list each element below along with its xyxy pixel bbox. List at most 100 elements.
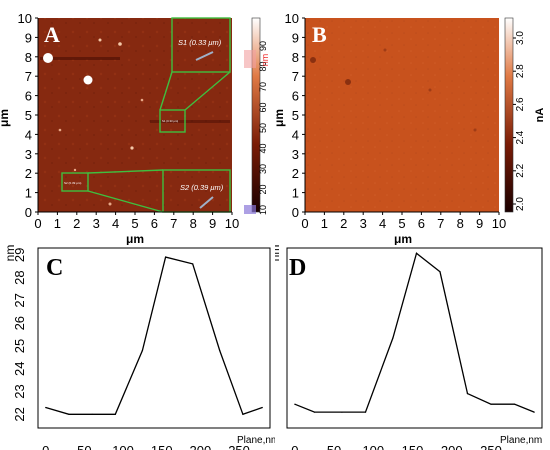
x-tick-label: 150	[402, 443, 424, 450]
panel-letter-d: D	[289, 255, 306, 281]
profile-line-c	[45, 256, 263, 416]
colorbar-tick-label: 40	[258, 143, 268, 153]
y-axis-label: μm	[275, 109, 286, 127]
colorbar-tick-label: 2.0	[515, 197, 526, 211]
section-label-s2-small: S2 (0.39 μm)	[64, 181, 81, 185]
section-label-s1-small: S1 (0.33 μm)	[162, 119, 178, 123]
x-unit-c: Plane,nm	[237, 435, 275, 446]
particle	[108, 202, 112, 206]
x-tick-label: 3	[360, 216, 367, 231]
y-tick-label: 24	[12, 362, 27, 376]
x-tick-label: 200	[190, 443, 212, 450]
y-tick-label: 8	[25, 50, 32, 65]
y-tick-label: 25	[275, 370, 276, 384]
x-tick-label: 250	[480, 443, 502, 450]
x-tick-label: 8	[457, 216, 464, 231]
x-tick-label: 200	[441, 443, 463, 450]
data-point	[392, 337, 394, 339]
x-tick-label: 10	[225, 216, 239, 231]
y-tick-label: 4	[292, 127, 299, 142]
y-tick-label: 0	[292, 205, 299, 220]
y-tick-label: 10	[285, 11, 299, 26]
particle	[130, 146, 134, 150]
data-point	[439, 271, 441, 273]
colorbar-tick-label: 2.6	[515, 97, 526, 111]
x-tick-label: 2	[340, 216, 347, 231]
particle	[345, 79, 351, 85]
colorbar-label-b: nA	[534, 108, 546, 123]
section-label-s1: S1 (0.33 μm)	[178, 38, 222, 47]
y-tick-label: 6	[25, 89, 32, 104]
x-tick-label: 7	[437, 216, 444, 231]
x-axis-label: μm	[394, 232, 412, 245]
colorbar-b	[504, 17, 514, 213]
y-tick-label: 23	[12, 384, 27, 398]
x-ticks: 0 1 2 3 4 5 6 7 8 9 10	[301, 212, 506, 231]
colorbar-tick-label: 30	[258, 164, 268, 174]
colorbar-ticks: 90 80 70 60 50 40 30 20 10	[258, 41, 268, 215]
plot-frame-d	[286, 247, 543, 429]
y-unit-c: nm	[3, 245, 17, 261]
data-point	[91, 413, 93, 415]
data-point	[165, 256, 167, 258]
y-tick-label: 27	[275, 318, 276, 332]
data-point	[313, 411, 316, 413]
x-tick-label: 0	[42, 443, 49, 450]
y-tick-label: 26	[275, 344, 276, 358]
particle	[118, 42, 122, 46]
x-tick-label: 250	[228, 443, 250, 450]
x-tick-label: 6	[418, 216, 425, 231]
particle	[383, 48, 387, 52]
y-tick-label: 28	[12, 270, 27, 284]
x-tick-label: 150	[151, 443, 173, 450]
data-point	[219, 349, 221, 352]
x-tick-label: 3	[93, 216, 100, 231]
y-tick-label: 28	[275, 291, 276, 305]
particle	[58, 128, 62, 132]
panel-d: D 24 25 26 27 28 29 nm 0 50 100 150 200 250 Plane,…	[275, 245, 543, 450]
y-tick-label: 29	[275, 265, 276, 279]
colorbar-tick-label: 90	[258, 41, 268, 51]
colorbar-tick-label: 50	[258, 123, 268, 133]
data-point	[490, 403, 492, 405]
x-tick-label: 1	[321, 216, 328, 231]
x-tick-label: 6	[151, 216, 158, 231]
particle	[83, 75, 93, 85]
panel-letter-c: C	[46, 255, 63, 281]
panel-letter-a: A	[44, 22, 60, 47]
x-tick-label: 100	[362, 443, 384, 450]
data-point	[364, 411, 367, 413]
particle	[98, 38, 102, 42]
x-tick-label: 4	[112, 216, 119, 231]
x-tick-label: 9	[476, 216, 483, 231]
y-tick-label: 1	[25, 186, 32, 201]
y-tick-label: 2	[292, 166, 299, 181]
y-axis-label: μm	[0, 109, 11, 127]
x-tick-label: 50	[327, 443, 341, 450]
x-ticks: 0 50 100 150 200 250	[42, 443, 250, 450]
colorbar-tick-label: 20	[258, 184, 268, 194]
colorbar-tick-label: 60	[258, 102, 268, 112]
x-unit-d: Plane,nm	[500, 435, 542, 446]
y-tick-label: 3	[292, 147, 299, 162]
panel-c: C 22 23 24 25 26 27 28 29 nm 0 50 100 150 200 250 Pl…	[3, 245, 275, 450]
particle	[140, 98, 144, 102]
particle	[428, 88, 432, 92]
y-tick-label: 29	[12, 248, 27, 262]
colorbar-label-a: nm	[260, 54, 270, 67]
y-tick-label: 7	[292, 69, 299, 84]
x-tick-label: 8	[190, 216, 197, 231]
y-tick-label: 9	[292, 30, 299, 45]
y-tick-label: 25	[12, 339, 27, 353]
data-point	[466, 392, 469, 395]
y-tick-label: 8	[292, 50, 299, 65]
y-tick-label: 4	[25, 127, 32, 142]
x-tick-label: 100	[112, 443, 134, 450]
afm-height-map	[38, 18, 232, 212]
y-tick-label: 5	[292, 108, 299, 123]
profile-line-d	[294, 252, 535, 413]
x-tick-label: 50	[77, 443, 91, 450]
x-ticks: 0 1 2 3 4 5 6 7 8 9 10	[34, 212, 239, 231]
